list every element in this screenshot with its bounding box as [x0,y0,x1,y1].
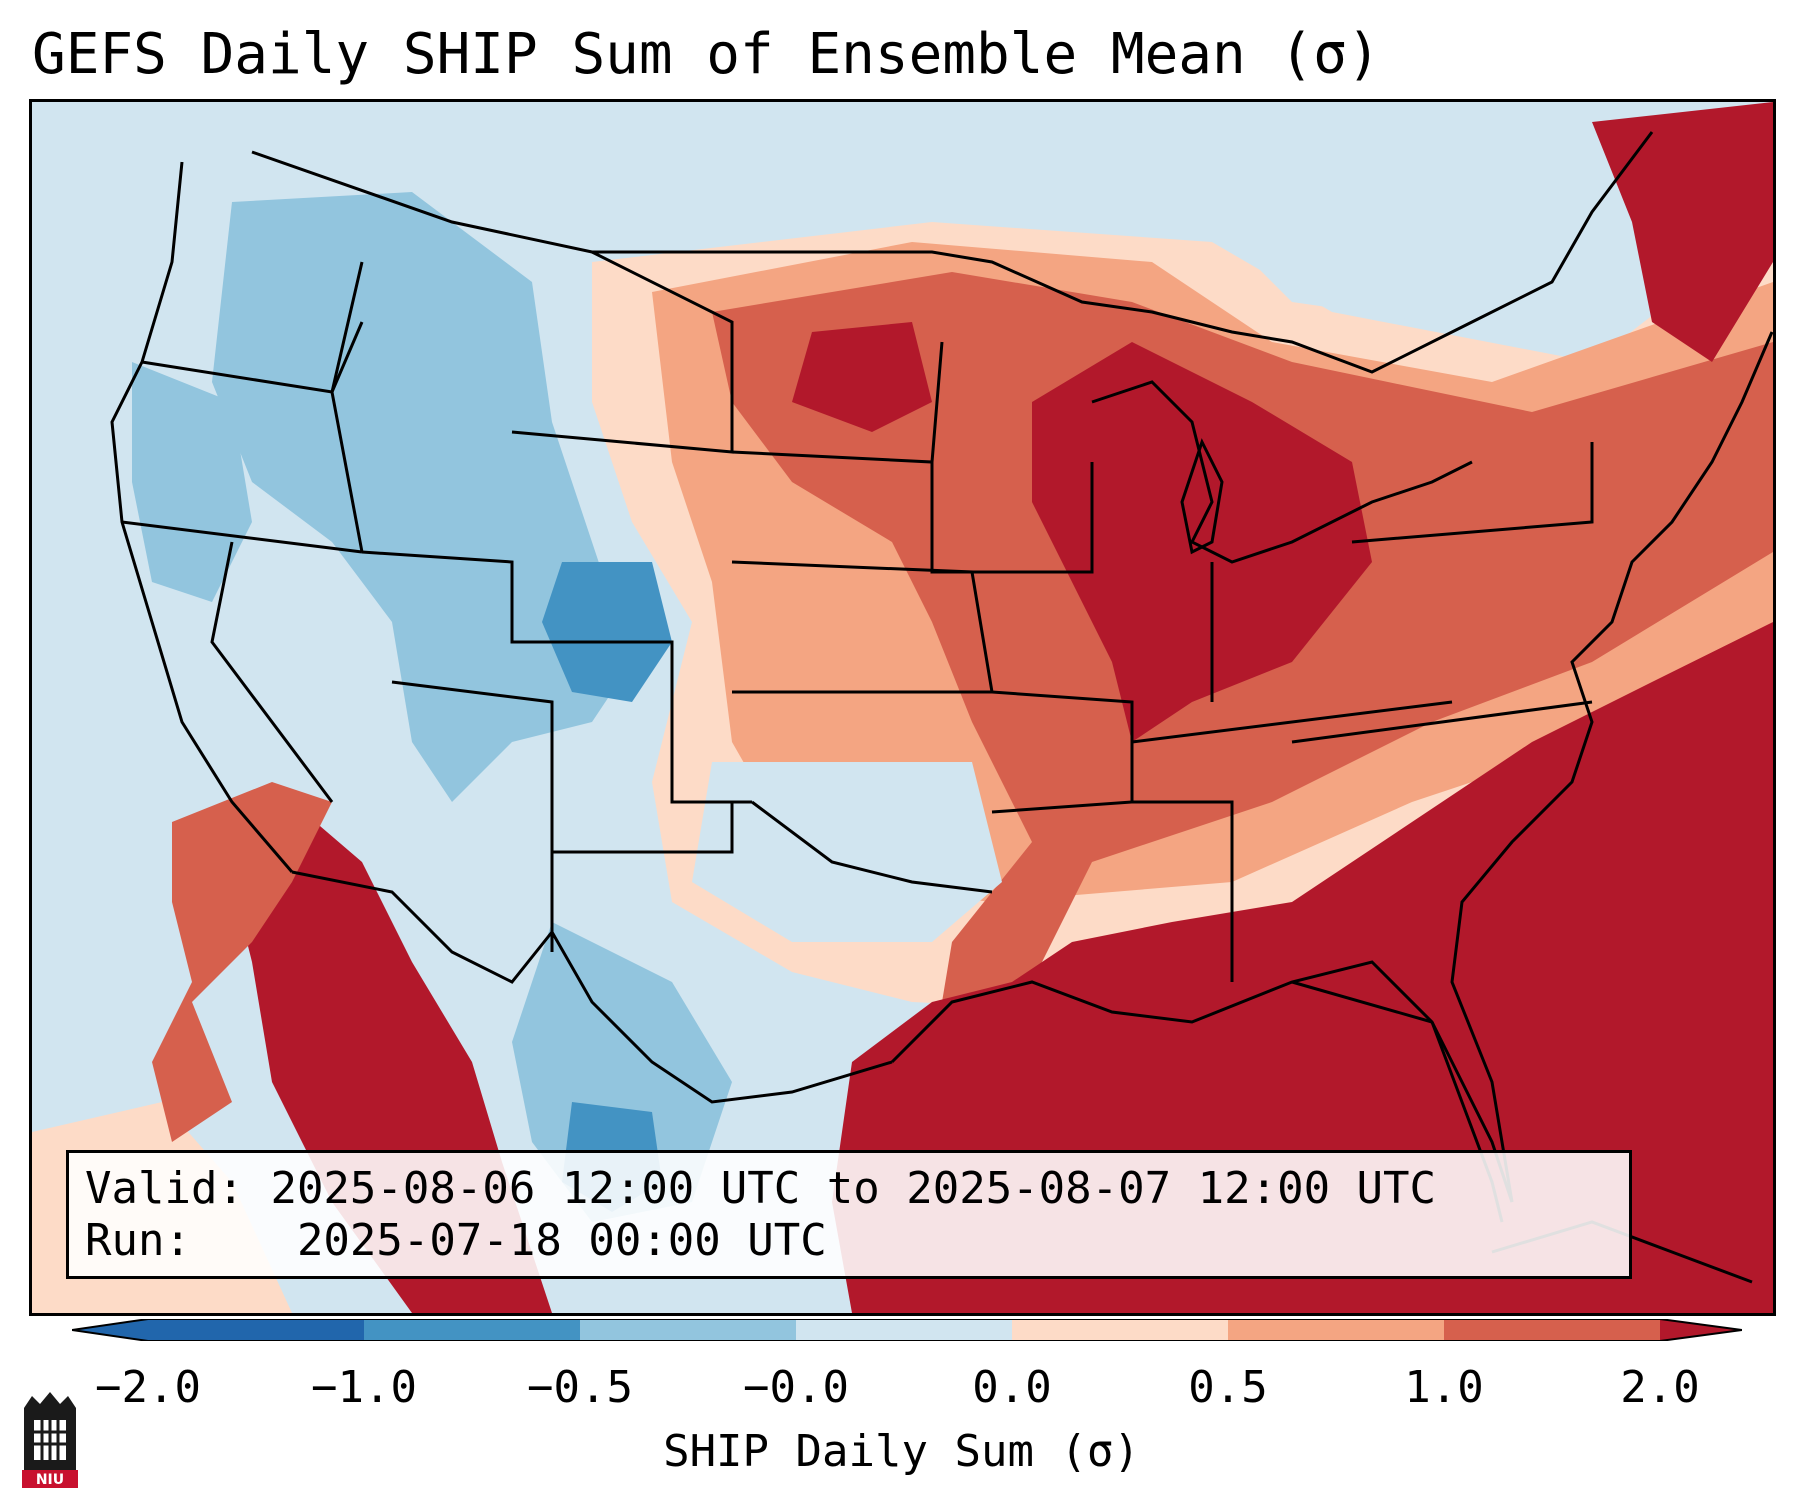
field-interior-west-neg [212,192,632,802]
field-west-coast-neg [132,362,252,602]
lake-michigan [1180,438,1224,555]
colorbar-bin-4 [796,1319,1012,1341]
great-lakes [1091,380,1473,564]
field-baja-orange [152,782,332,1142]
colorbar-tick: 0.5 [1188,1362,1268,1413]
colorbar-extend-high [1660,1319,1742,1341]
field-colorado-strong-neg [542,562,672,702]
border-az-nm [391,680,554,952]
colorbar-bin-1 [148,1319,364,1341]
border-id [330,261,364,553]
border-va-nc [1291,700,1593,744]
border-ne-ks [731,560,994,694]
colorbar-label: SHIP Daily Sum (σ) [663,1426,1140,1477]
niu-logo-icon: NIU [22,1392,78,1488]
run-label: Run: [85,1215,191,1266]
border-or-ca [121,520,363,554]
colorbar-tick: 2.0 [1620,1362,1700,1413]
colorbar-tick: 1.0 [1404,1362,1484,1413]
valid-label: Valid: [85,1163,244,1214]
border-tn-ky [1131,700,1453,744]
run-value: 2025-07-18 00:00 UTC [296,1215,827,1266]
colorbar-bin-3 [580,1319,796,1341]
border-ut-co [361,550,752,804]
map-panel [29,99,1776,1316]
border-pa-ny [1351,442,1594,544]
logo-text: NIU [36,1472,64,1488]
field-northeast-high [1592,102,1773,362]
colorbar-bin-7 [1444,1319,1660,1341]
border-nm-tx [552,802,734,854]
border-ok-tx [751,800,993,894]
border-nv [210,541,334,803]
colorbar-tick: 0.0 [972,1362,1052,1413]
border-ms-al [1132,800,1234,982]
field-great-lakes-high [792,322,932,432]
canada-border [251,131,1654,374]
border-mt-wy [511,250,734,454]
colorbar [72,1319,1742,1341]
valid-line: Valid: 2025-08-06 12:00 UTC to 2025-08-0… [85,1163,1629,1215]
east-coast [1450,331,1773,1203]
field-ne-canada-neg [1212,102,1572,322]
colorbar-tick: −0.5 [527,1362,633,1413]
colorbar-bin-5 [1012,1319,1228,1341]
border-mo-ar [991,690,1134,814]
field-central-positive [712,272,1773,1142]
valid-value: 2025-08-06 12:00 UTC to 2025-08-07 12:00… [270,1163,1437,1214]
colorbar-extend-low [72,1319,148,1341]
border-mn-ia [930,462,1094,574]
colorbar-tick: −2.0 [95,1362,201,1413]
field-plains-neutral [692,762,1002,942]
field-southeast-gulf-high [832,622,1773,1313]
chart-title: GEFS Daily SHIP Sum of Ensemble Mean (σ) [32,22,1381,87]
colorbar-tick: −1.0 [311,1362,417,1413]
state-borders [110,131,1773,1284]
colorbar-bin-2 [364,1319,580,1341]
colorbar-bin-6 [1228,1319,1444,1341]
ship-field-map [32,102,1773,1313]
colorbar-tick: −0.0 [743,1362,849,1413]
mexico-border [291,870,893,1104]
validity-info-box: Valid: 2025-08-06 12:00 UTC to 2025-08-0… [66,1150,1632,1279]
border-ga-fl [1291,980,1433,1024]
field-midwest-high [1032,342,1372,742]
run-line: Run: 2025-07-18 00:00 UTC [85,1215,1629,1267]
